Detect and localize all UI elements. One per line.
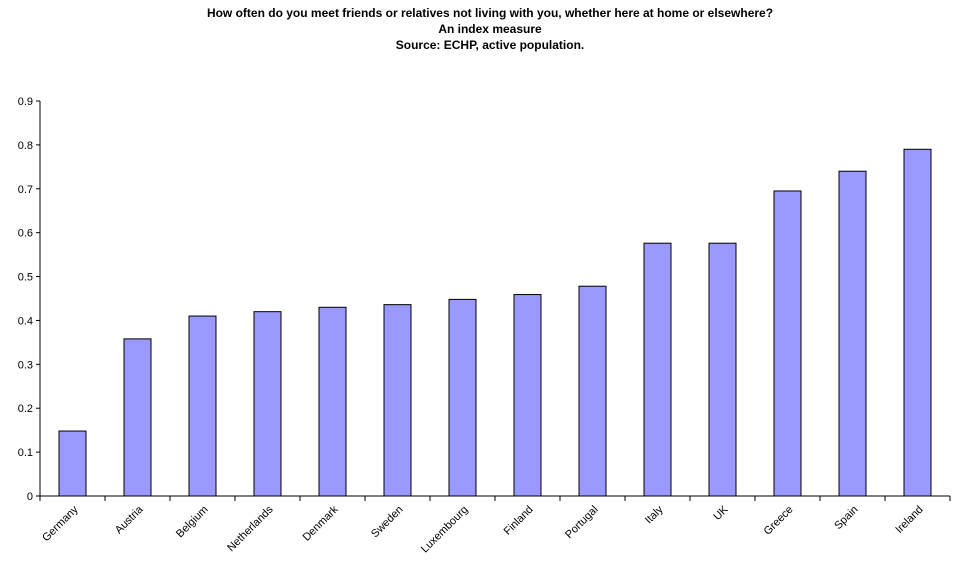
bar-greece xyxy=(773,190,802,497)
x-category-label: Germany xyxy=(40,503,81,544)
bar-spain xyxy=(838,170,867,497)
x-axis xyxy=(39,495,951,501)
y-tick-label: 0.8 xyxy=(18,140,33,152)
x-category-label: Denmark xyxy=(301,503,341,543)
bars xyxy=(58,148,932,497)
category-labels: Germany Austria Belgium Netherlands Denmark S… xyxy=(40,503,925,555)
chart-title: How often do you meet friends or relativ… xyxy=(207,6,773,52)
title-line-1: How often do you meet friends or relativ… xyxy=(207,6,773,20)
y-axis: 0 0.1 0.2 0.3 0.4 0.5 0.6 0.7 0.8 0.9 xyxy=(18,96,41,503)
bar-austria xyxy=(123,338,152,497)
y-tick-label: 0.9 xyxy=(18,96,33,108)
x-category-label: Italy xyxy=(643,503,666,526)
x-category-label: Netherlands xyxy=(225,503,276,554)
x-category-label: Ireland xyxy=(893,504,925,536)
x-category-label: Austria xyxy=(113,503,146,536)
y-tick-label: 0.7 xyxy=(18,184,33,196)
bar-belgium xyxy=(188,315,217,497)
bar-germany xyxy=(58,430,87,497)
bar-denmark xyxy=(318,306,347,497)
x-category-label: Greece xyxy=(762,504,796,538)
y-tick-label: 0.1 xyxy=(18,447,33,459)
bar-uk xyxy=(708,242,737,497)
bar-finland xyxy=(513,294,542,497)
bar-ireland xyxy=(903,148,932,497)
bar-portugal xyxy=(578,285,607,497)
x-category-label: UK xyxy=(711,503,731,523)
y-tick-label: 0.5 xyxy=(18,272,33,284)
bar-italy xyxy=(643,242,672,497)
x-category-label: Belgium xyxy=(174,504,211,541)
x-category-label: Spain xyxy=(832,504,860,532)
y-tick-label: 0.4 xyxy=(18,315,33,327)
bar-sweden xyxy=(383,304,412,497)
title-line-2: An index measure xyxy=(438,22,542,36)
bar-netherlands xyxy=(253,311,282,497)
y-tick-label: 0.2 xyxy=(18,403,33,415)
y-tick-label: 0 xyxy=(27,491,33,503)
title-line-3: Source: ECHP, active population. xyxy=(396,38,584,52)
x-category-label: Sweden xyxy=(369,504,406,541)
bar-luxembourg xyxy=(448,298,477,497)
y-tick-label: 0.6 xyxy=(18,228,33,240)
x-category-label: Luxembourg xyxy=(419,504,471,556)
y-tick-label: 0.3 xyxy=(18,359,33,371)
x-category-label: Finland xyxy=(502,504,536,538)
x-category-label: Portugal xyxy=(563,504,600,541)
